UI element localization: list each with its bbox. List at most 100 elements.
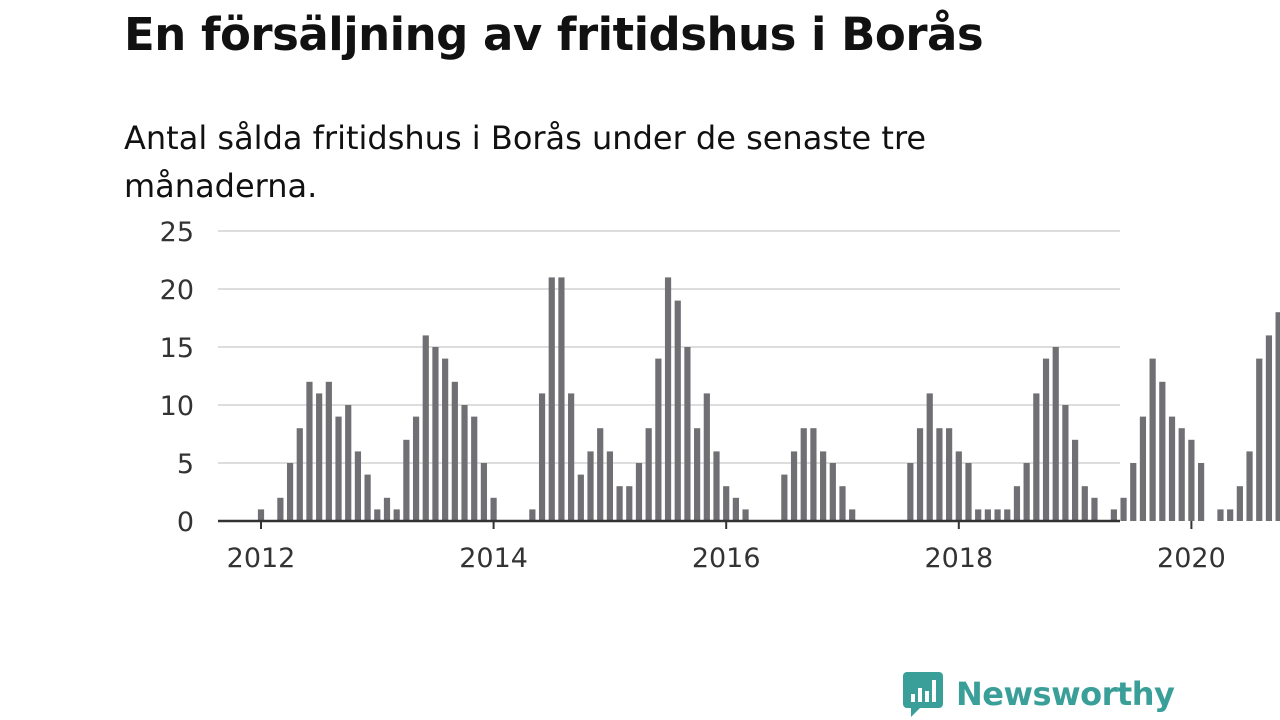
- bar: [742, 509, 749, 521]
- bar: [587, 451, 594, 521]
- bar: [820, 451, 827, 521]
- bar: [994, 509, 1001, 521]
- bar: [316, 393, 323, 521]
- x-tick-label: 2016: [692, 543, 761, 574]
- chart-subtitle: Antal sålda fritidshus i Borås under de …: [124, 119, 927, 205]
- bar: [645, 428, 652, 521]
- bars: [257, 277, 1280, 521]
- bar: [1149, 358, 1156, 521]
- bar: [432, 347, 439, 521]
- bar: [1236, 486, 1243, 521]
- bar: [383, 497, 391, 521]
- bar: [471, 416, 478, 521]
- bar: [1168, 416, 1176, 521]
- bar: [1072, 439, 1079, 521]
- bar: [723, 486, 730, 521]
- bar: [1013, 486, 1021, 521]
- bar: [538, 393, 546, 521]
- bar: [936, 428, 943, 521]
- bar: [606, 451, 613, 521]
- x-axis: [218, 519, 1193, 529]
- bar: [1023, 463, 1030, 521]
- newsworthy-logo-text: Newsworthy: [956, 675, 1175, 713]
- x-axis-labels: 20122014201620182020202220242026: [227, 543, 1226, 574]
- bar: [374, 509, 381, 521]
- bar: [1275, 312, 1280, 521]
- bar: [1178, 428, 1185, 521]
- bar: [849, 509, 856, 521]
- bar: [907, 463, 914, 521]
- bar: [257, 509, 265, 521]
- bar: [790, 451, 798, 521]
- bar: [412, 416, 420, 521]
- bar: [839, 486, 846, 521]
- bar: [1004, 509, 1011, 521]
- bar: [345, 405, 352, 521]
- bar: [548, 277, 555, 521]
- bar: [490, 497, 497, 521]
- bar: [732, 497, 739, 521]
- bar: [1120, 497, 1127, 521]
- bar: [354, 451, 362, 521]
- newsworthy-logo-icon: [903, 672, 943, 717]
- bar: [810, 428, 817, 521]
- bar: [364, 474, 371, 521]
- bar: [1139, 416, 1147, 521]
- bar: [984, 509, 991, 521]
- bar: [451, 381, 458, 521]
- bar: [781, 474, 788, 521]
- bar: [674, 300, 681, 521]
- y-tick-label: 20: [160, 275, 194, 306]
- bar: [480, 463, 488, 521]
- bar: [393, 509, 400, 521]
- bar: [403, 439, 410, 521]
- bar: [800, 428, 807, 521]
- x-tick-label: 2018: [924, 543, 993, 574]
- bar: [626, 486, 633, 521]
- bar: [664, 277, 672, 521]
- bar: [1130, 463, 1137, 521]
- bar: [655, 358, 662, 521]
- bar: [965, 463, 972, 521]
- bar: [635, 463, 643, 521]
- bar: [1110, 509, 1117, 521]
- bar: [422, 335, 429, 521]
- bar: [442, 358, 449, 521]
- bar: [1246, 451, 1253, 521]
- y-tick-label: 15: [160, 333, 194, 364]
- bar: [577, 474, 584, 521]
- y-tick-label: 5: [177, 449, 194, 480]
- bar: [1042, 358, 1050, 521]
- newsworthy-logo: Newsworthy: [902, 670, 1175, 718]
- bar: [1227, 509, 1234, 521]
- bar: [335, 416, 342, 521]
- bar: [713, 451, 720, 521]
- bar: [946, 428, 953, 521]
- bar: [286, 463, 294, 521]
- bar: [1188, 439, 1195, 521]
- bar: [926, 393, 933, 521]
- y-tick-label: 0: [177, 507, 194, 538]
- bar: [829, 463, 836, 521]
- bar: [1256, 358, 1263, 521]
- bar: [568, 393, 575, 521]
- y-axis-labels: 0 5 10 15 20 25: [160, 217, 194, 538]
- bar: [461, 405, 468, 521]
- bar: [296, 428, 303, 521]
- bar: [1159, 381, 1166, 521]
- bar: [703, 393, 710, 521]
- bar: [1033, 393, 1040, 521]
- bar: [1062, 405, 1069, 521]
- bar: [529, 509, 536, 521]
- bar: [1265, 335, 1273, 521]
- bar: [277, 497, 284, 521]
- bar: [325, 381, 332, 521]
- y-tick-label: 10: [160, 391, 194, 422]
- bar: [558, 277, 565, 521]
- chart-title: En försäljning av fritidshus i Borås: [124, 8, 984, 61]
- x-tick-label: 2020: [1157, 543, 1226, 574]
- bar: [694, 428, 701, 521]
- bar: [1197, 463, 1205, 521]
- bar: [1081, 486, 1088, 521]
